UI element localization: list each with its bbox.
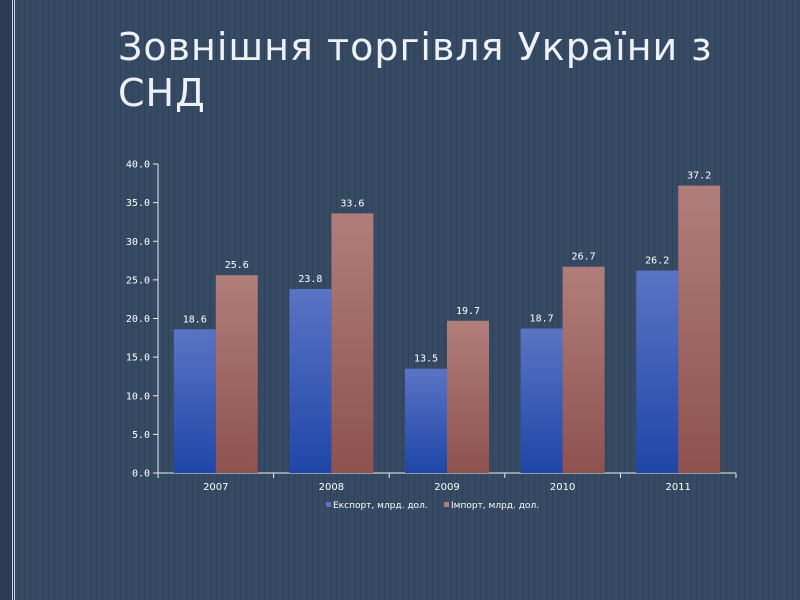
chart-data-labels: 18.6 23.8 13.5 18.7 26.2 25.6 33.6 19.7 26.7 37.2 bbox=[183, 171, 711, 365]
data-label: 19.7 bbox=[456, 306, 480, 317]
legend-swatch-export bbox=[326, 502, 331, 507]
legend-label: Експорт, млрд. дол. bbox=[333, 501, 428, 511]
data-label: 23.8 bbox=[298, 274, 322, 285]
import-bar bbox=[447, 320, 489, 473]
data-label: 37.2 bbox=[687, 171, 711, 182]
chart-legend: Експорт, млрд. дол. Імпорт, млрд. дол. bbox=[326, 501, 539, 511]
data-label: 18.6 bbox=[183, 314, 207, 325]
data-label: 25.6 bbox=[225, 260, 249, 271]
x-tick-label: 2010 bbox=[550, 482, 575, 493]
export-bar bbox=[289, 289, 332, 473]
chart-bars bbox=[173, 185, 721, 473]
y-tick-label: 40.0 bbox=[126, 160, 150, 171]
slide-title: Зовнішня торгівля України з СНД bbox=[118, 25, 713, 115]
data-label: 33.6 bbox=[340, 198, 364, 209]
data-label: 18.7 bbox=[530, 314, 554, 325]
import-bar bbox=[215, 275, 258, 473]
x-tick-label: 2009 bbox=[434, 482, 459, 493]
data-label: 13.5 bbox=[414, 354, 438, 365]
y-tick-label: 0.0 bbox=[132, 469, 150, 480]
y-tick-label: 25.0 bbox=[126, 275, 150, 286]
y-tick-label: 15.0 bbox=[126, 353, 150, 364]
x-tick-label: 2008 bbox=[319, 482, 344, 493]
data-label: 26.7 bbox=[572, 252, 596, 263]
slide-left-frame bbox=[0, 0, 15, 600]
x-tick-label: 2007 bbox=[203, 482, 228, 493]
export-bar bbox=[405, 368, 447, 473]
import-bar bbox=[678, 185, 721, 473]
y-tick-label: 10.0 bbox=[126, 391, 150, 402]
export-bar bbox=[173, 329, 216, 473]
y-tick-label: 20.0 bbox=[126, 314, 150, 325]
x-tick-label: 2011 bbox=[665, 482, 690, 493]
legend-label: Імпорт, млрд. дол. bbox=[451, 501, 539, 511]
y-tick-label: 30.0 bbox=[126, 237, 150, 248]
legend-swatch-import bbox=[444, 502, 449, 507]
data-label: 26.2 bbox=[645, 256, 669, 267]
y-tick-label: 35.0 bbox=[126, 198, 150, 209]
export-bar bbox=[636, 270, 679, 473]
y-tick-label: 5.0 bbox=[132, 430, 150, 441]
import-bar bbox=[562, 266, 605, 473]
import-bar bbox=[331, 213, 374, 473]
export-bar bbox=[520, 328, 563, 473]
